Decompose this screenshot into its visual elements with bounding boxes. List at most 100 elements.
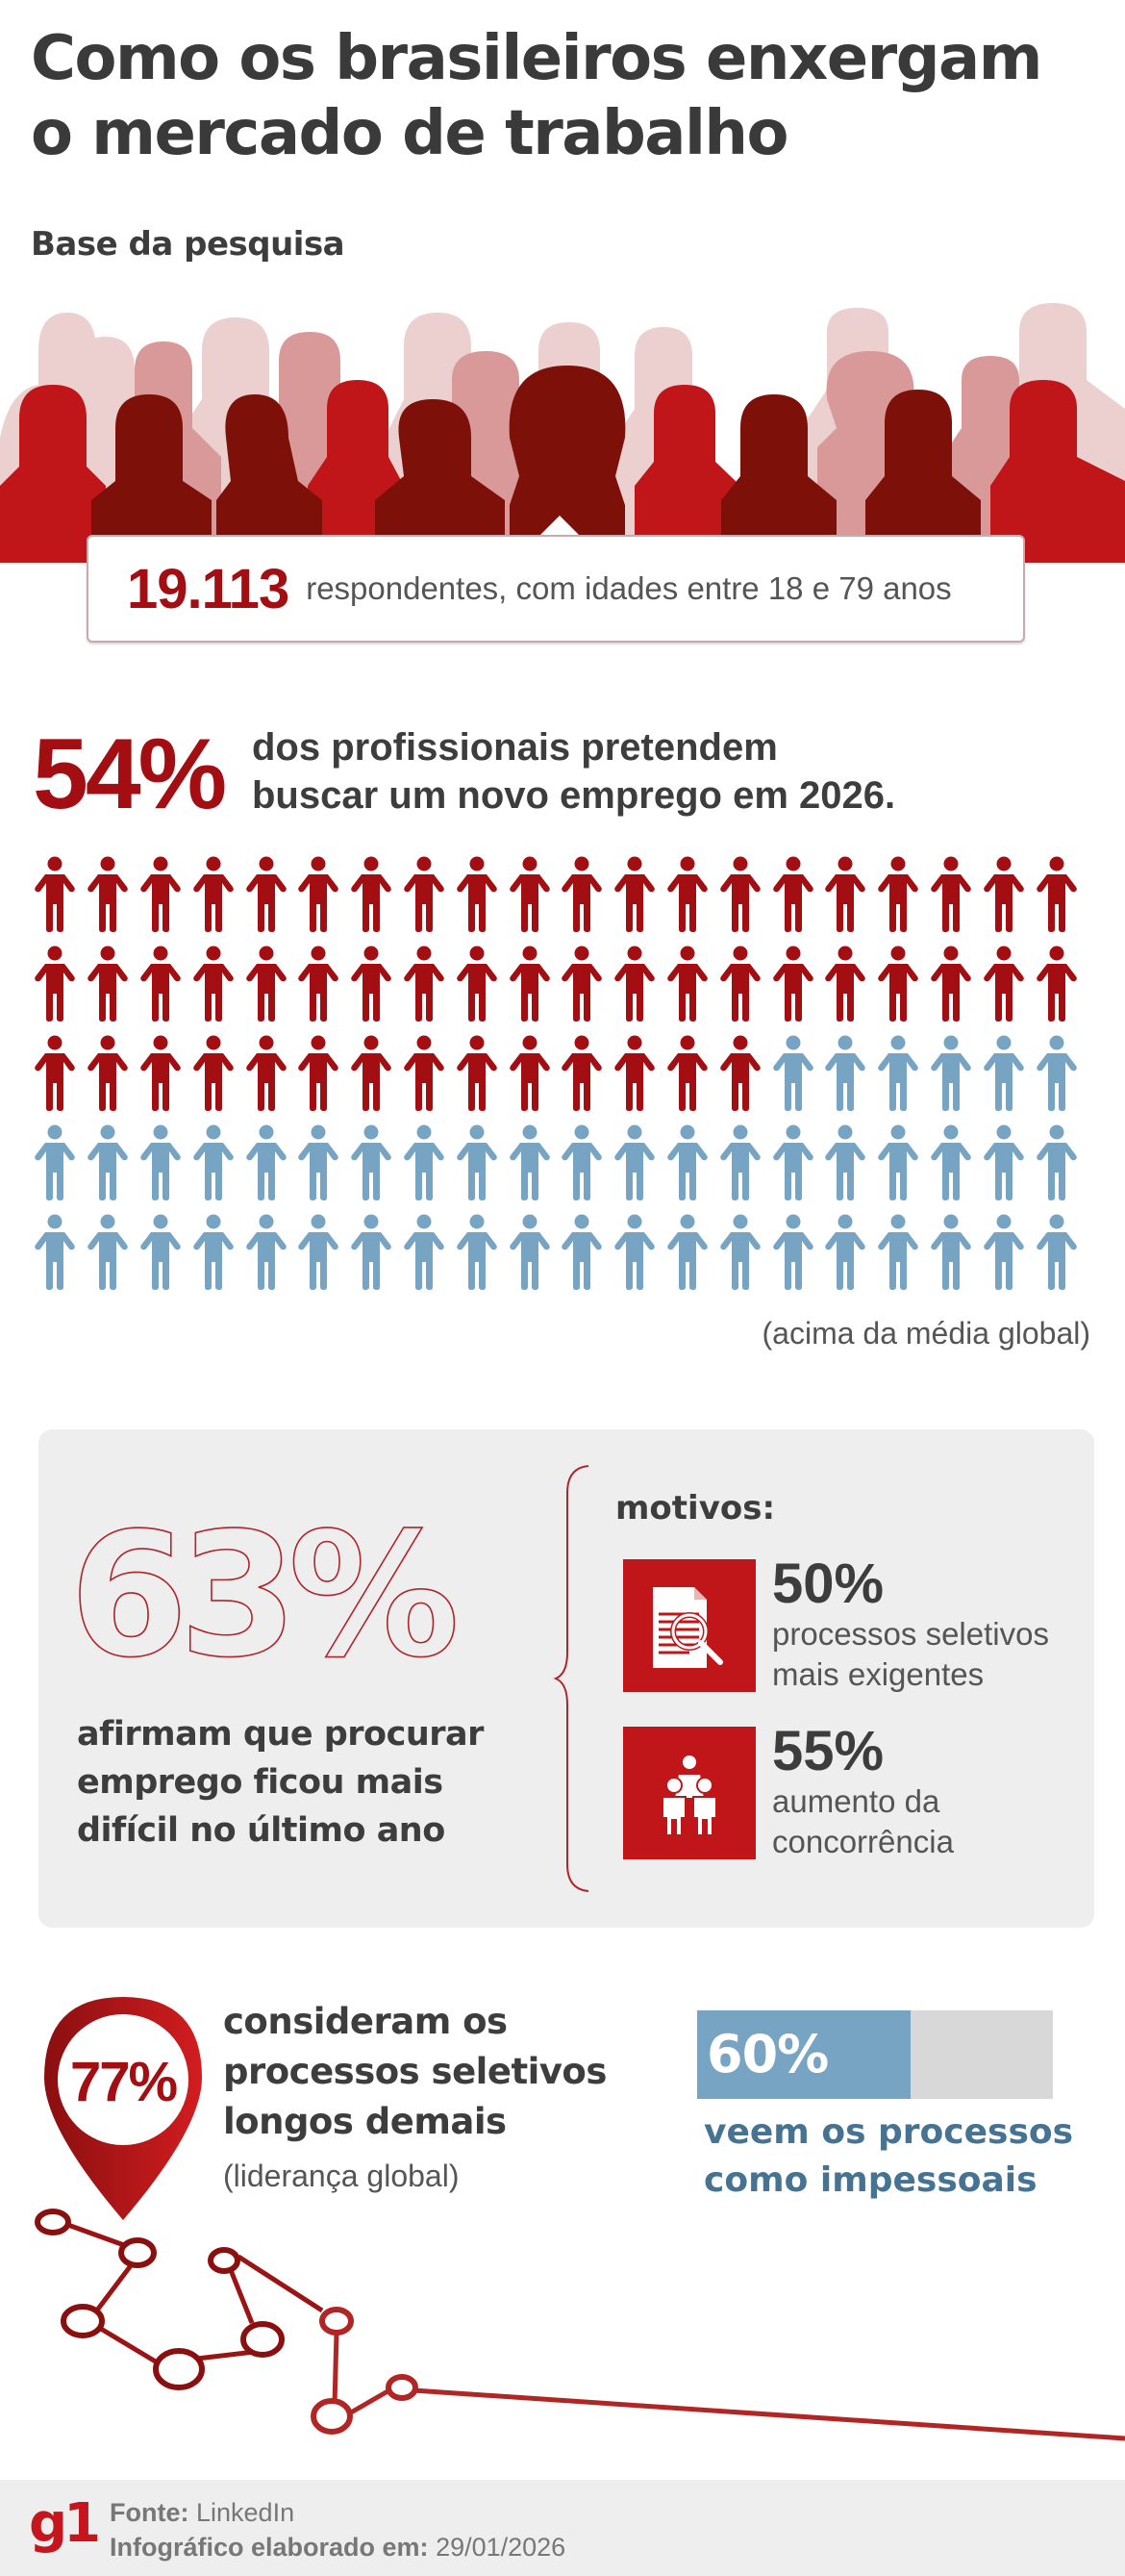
g1-logo: g1 (29, 2492, 101, 2555)
person-icon (872, 856, 925, 946)
person-icon (556, 856, 609, 946)
person-icon (662, 946, 714, 1035)
person-icon (82, 946, 135, 1035)
person-icon (29, 1124, 82, 1214)
person-icon (713, 1214, 766, 1303)
document-search-icon (653, 1587, 723, 1668)
person-icon (977, 946, 1030, 1035)
person-icon (662, 1124, 714, 1214)
person-icon (29, 1035, 82, 1124)
person-icon (292, 1214, 345, 1303)
stat-60-bar-fill (697, 2010, 911, 2099)
person-icon (82, 1035, 135, 1124)
person-icon (345, 1124, 398, 1214)
person-icon (450, 856, 503, 946)
person-icon (819, 1124, 872, 1214)
person-icon (872, 1035, 925, 1124)
date-line: Infográfico elaborado em: 29/01/2026 (110, 2530, 565, 2564)
person-icon (556, 1035, 609, 1124)
person-icon (187, 856, 239, 946)
stat-77-line-1: consideram os (223, 2001, 508, 2042)
stat-77-value: 77% (70, 2051, 178, 2113)
respondents-count: 19.113 (127, 557, 289, 620)
title-line-1: Como os brasileiros enxergam (31, 23, 1042, 94)
person-icon (662, 856, 714, 946)
section-heading-base: Base da pesquisa (31, 225, 345, 264)
person-icon (766, 856, 819, 946)
person-icon (29, 856, 82, 946)
person-icon (503, 946, 556, 1035)
person-icon (135, 946, 188, 1035)
respondents-description: respondentes, com idades entre 18 e 79 a… (306, 570, 952, 606)
respondents-card: 19.113 respondentes, com idades entre 18… (87, 535, 1025, 643)
person-icon (662, 1035, 714, 1124)
person-icon (398, 1214, 451, 1303)
person-icon (609, 1124, 662, 1214)
reason-1-line-2: mais exigentes (772, 1656, 985, 1692)
person-icon (187, 1124, 239, 1214)
person-icon (609, 1035, 662, 1124)
person-icon (872, 946, 925, 1035)
person-icon (1030, 1124, 1083, 1214)
curly-brace-divider (553, 1465, 589, 1892)
person-icon (345, 946, 398, 1035)
person-icon (662, 1214, 714, 1303)
person-icon (398, 1124, 451, 1214)
person-icon (766, 1035, 819, 1124)
stat-63-text: afirmam que procurar emprego ficou mais … (77, 1710, 484, 1855)
person-icon (398, 856, 451, 946)
person-icon (609, 1214, 662, 1303)
person-icon (819, 1214, 872, 1303)
source-label: Fonte: (110, 2498, 189, 2527)
stat-60-progress-bar: 60% (697, 2010, 1053, 2099)
stat-60-line-1: veem os processos (704, 2112, 1074, 2152)
person-icon (82, 1214, 135, 1303)
person-icon (398, 946, 451, 1035)
stat-54-value: 54% (33, 719, 227, 830)
person-icon (977, 856, 1030, 946)
person-icon (239, 1124, 292, 1214)
reason-2-line-1: aumento da (772, 1783, 940, 1819)
source-line: Fonte: LinkedIn (110, 2495, 565, 2530)
person-icon (187, 1214, 239, 1303)
date-label: Infográfico elaborado em: (110, 2533, 429, 2562)
person-icon (872, 1124, 925, 1214)
person-icon (1030, 1214, 1083, 1303)
person-icon (1030, 1035, 1083, 1124)
person-icon (925, 1035, 978, 1124)
person-icon (713, 946, 766, 1035)
person-icon (187, 1035, 239, 1124)
stat-54-line-2: buscar um novo emprego em 2026. (252, 774, 896, 817)
person-icon (925, 1214, 978, 1303)
stat-54-text: dos profissionais pretendem buscar um no… (252, 723, 895, 820)
network-path-illustration (35, 2209, 1125, 2441)
stat-77-text: consideram os processos seletivos longos… (223, 1997, 607, 2147)
person-icon (292, 1035, 345, 1124)
person-icon (345, 856, 398, 946)
person-icon (503, 1124, 556, 1214)
person-icon (450, 946, 503, 1035)
person-icon (925, 946, 978, 1035)
person-icon (766, 946, 819, 1035)
page-title: Como os brasileiros enxergam o mercado d… (31, 21, 1108, 171)
person-icon (977, 1124, 1030, 1214)
person-icon (135, 1124, 188, 1214)
person-icon (29, 1214, 82, 1303)
person-icon (239, 856, 292, 946)
stat-77-line-3: longos demais (223, 2101, 507, 2142)
reason-1-line-1: processos seletivos (772, 1616, 1049, 1652)
person-icon (766, 1214, 819, 1303)
person-icon (713, 856, 766, 946)
stat-63-value: 63% (69, 1510, 455, 1674)
person-icon (609, 946, 662, 1035)
person-icon (292, 1124, 345, 1214)
person-icon (556, 1214, 609, 1303)
person-icon (135, 856, 188, 946)
stat-63-outline-value: 63% (69, 1510, 465, 1674)
stat-63-line-2: emprego ficou mais (77, 1763, 443, 1802)
person-icon (503, 1214, 556, 1303)
person-icon (29, 946, 82, 1035)
person-icon (450, 1124, 503, 1214)
person-icon (82, 856, 135, 946)
person-icon (345, 1035, 398, 1124)
